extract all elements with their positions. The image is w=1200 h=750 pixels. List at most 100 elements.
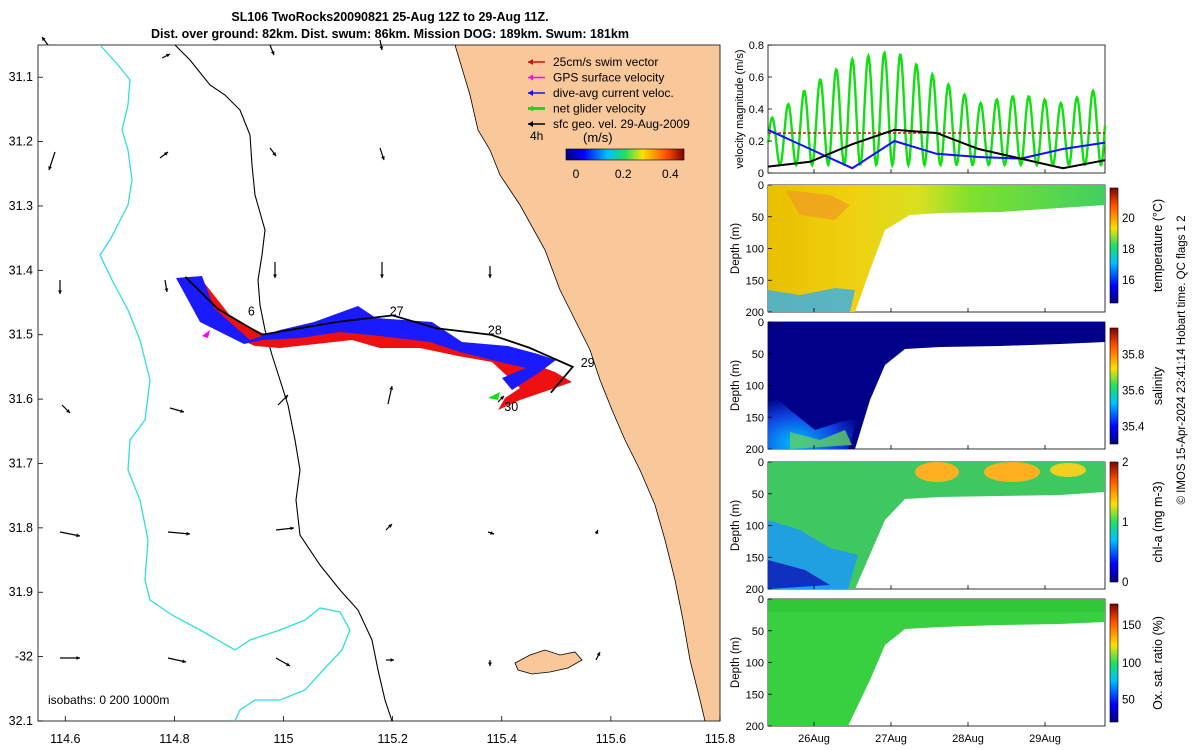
- chla-panel: [767, 461, 1106, 590]
- day-label: 30: [504, 400, 518, 414]
- y-tick-label: 0.8: [749, 40, 764, 52]
- temperature-field: [768, 185, 1105, 312]
- depth-tick-label: 0: [758, 317, 764, 329]
- x-tick-label: 115.4: [487, 732, 517, 746]
- colorbar-tick-label: 18: [1122, 244, 1135, 256]
- land-polygon: [454, 45, 720, 721]
- colorbar-tick-label: 20: [1122, 213, 1135, 225]
- velocity-arrowhead: [164, 288, 169, 292]
- time-tick-label: 26Aug: [798, 733, 830, 745]
- legend-arrowhead: [528, 105, 533, 112]
- colorbar-tick-label: 0: [573, 167, 580, 181]
- depth-tick-label: 200: [746, 721, 764, 733]
- colorbar-tick-label: 35.8: [1122, 350, 1144, 362]
- legend-arrowhead: [528, 59, 533, 65]
- temperature-cold-zone: [768, 288, 855, 312]
- depth-tick-label: 100: [746, 521, 764, 533]
- x-tick-label: 115.8: [705, 732, 735, 746]
- velocity-arrowhead: [180, 409, 184, 413]
- colorbar-oxygen: [1109, 603, 1119, 723]
- velocity-arrowhead: [272, 152, 276, 156]
- velocity-arrowhead: [500, 396, 504, 400]
- legend-arrowhead: [528, 121, 533, 127]
- velocity-arrowhead: [286, 662, 290, 666]
- colorbar-chla: [1109, 461, 1119, 583]
- x-tick-label: 114.6: [50, 732, 80, 746]
- scale-label: 4h: [530, 129, 543, 143]
- velocity-arrowhead: [58, 290, 62, 294]
- temperature-warm-core: [785, 190, 850, 220]
- depth-axis-label: Depth (m): [730, 360, 742, 411]
- salinity-panel: [767, 321, 1106, 450]
- velocity-arrowhead: [488, 662, 492, 666]
- y-tick-label: 31.8: [9, 521, 33, 535]
- day-label: 6: [248, 304, 255, 318]
- x-tick-label: 115.2: [377, 732, 407, 746]
- velocity-arrow: [167, 531, 191, 535]
- y-tick-label: 31.2: [9, 135, 33, 149]
- y-tick-label: 31.4: [9, 263, 33, 277]
- y-tick-label: 31.3: [9, 199, 33, 213]
- depth-tick-label: 200: [746, 307, 764, 319]
- y-tick-label: 31.6: [9, 392, 33, 406]
- colorbar-label-chla: chl-a (mg m-3): [1151, 481, 1165, 562]
- legend-label: sfc geo. vel. 29-Aug-2009: [553, 117, 690, 131]
- colorbar-tick-label: 35.6: [1122, 386, 1144, 398]
- velocity-arrowhead: [48, 166, 52, 170]
- day-label: 29: [581, 356, 595, 370]
- velocity-arrowhead: [42, 37, 46, 41]
- colorbar-tick-label: 2: [1122, 457, 1128, 469]
- temperature-panel: [767, 184, 1106, 313]
- velocity-arrowhead: [596, 652, 601, 656]
- colorbar-tick-label: 35.4: [1122, 422, 1145, 434]
- gps-velocity-marker: [202, 330, 210, 338]
- legend-label: net glider velocity: [553, 102, 646, 116]
- velocity-arrowhead: [166, 53, 170, 58]
- oxygen-panel: [767, 598, 1106, 727]
- island-polygon: [514, 649, 583, 675]
- velocity-panel: 0 0.2 0.4 0.6 0.8 velocity magnitude (m/s): [734, 40, 1107, 180]
- net-velocity-marker: [488, 392, 500, 400]
- velocity-arrowhead: [273, 274, 277, 278]
- y-tick-label: 0.4: [749, 104, 764, 116]
- series-sfc-geo-velocity: [767, 128, 1106, 170]
- salinity-field: [768, 322, 1105, 449]
- surface-velocity-arrows: [41, 36, 601, 667]
- depth-tick-label: 150: [746, 552, 764, 564]
- velocity-arrowhead: [66, 409, 70, 413]
- time-tick-label: 29Aug: [1029, 733, 1061, 745]
- legend-label: 25cm/s swim vector: [553, 55, 658, 69]
- y-tick-label: 0: [758, 168, 764, 180]
- oxygen-surface-band: [768, 599, 1105, 612]
- velocity-arrowhead: [388, 524, 392, 528]
- chart-subtitle: Dist. over ground: 82km. Dist. swum: 86k…: [151, 27, 629, 41]
- velocity-arrowhead: [290, 526, 294, 531]
- velocity-arrowhead: [186, 531, 190, 536]
- velocity-arrowhead: [390, 658, 394, 662]
- depth-tick-label: 0: [758, 594, 764, 606]
- velocity-arrowhead: [270, 51, 275, 55]
- y-tick-label: -32: [15, 650, 33, 664]
- chla-max-patch: [984, 462, 1040, 482]
- depth-axis-label: Depth (m): [730, 500, 742, 551]
- x-tick-label: 114.8: [159, 732, 189, 746]
- colorbar-tick-label: 50: [1122, 695, 1135, 707]
- colorbar-tick-label: 0.2: [615, 167, 632, 181]
- colorbar-label-temperature: temperature (°C): [1151, 199, 1165, 292]
- colorbar-tick-label: 1: [1122, 517, 1128, 529]
- depth-tick-label: 100: [746, 381, 764, 393]
- day-label: 27: [390, 304, 404, 318]
- colorbar-label-oxygen: Ox. sat. ratio (%): [1151, 616, 1165, 710]
- depth-tick-label: 150: [746, 275, 764, 287]
- depth-tick-label: 100: [746, 658, 764, 670]
- y-tick-label: 31.7: [9, 456, 33, 470]
- velocity-arrowhead: [76, 533, 80, 538]
- depth-tick-label: 150: [746, 689, 764, 701]
- colorbar-salinity: [1109, 327, 1119, 445]
- depth-tick-label: 200: [746, 584, 764, 596]
- colorbar-tick-label: 100: [1122, 658, 1141, 670]
- legend-label: GPS surface velocity: [553, 71, 664, 85]
- velocity-arrowhead: [381, 156, 385, 160]
- day-label: 28: [488, 324, 502, 338]
